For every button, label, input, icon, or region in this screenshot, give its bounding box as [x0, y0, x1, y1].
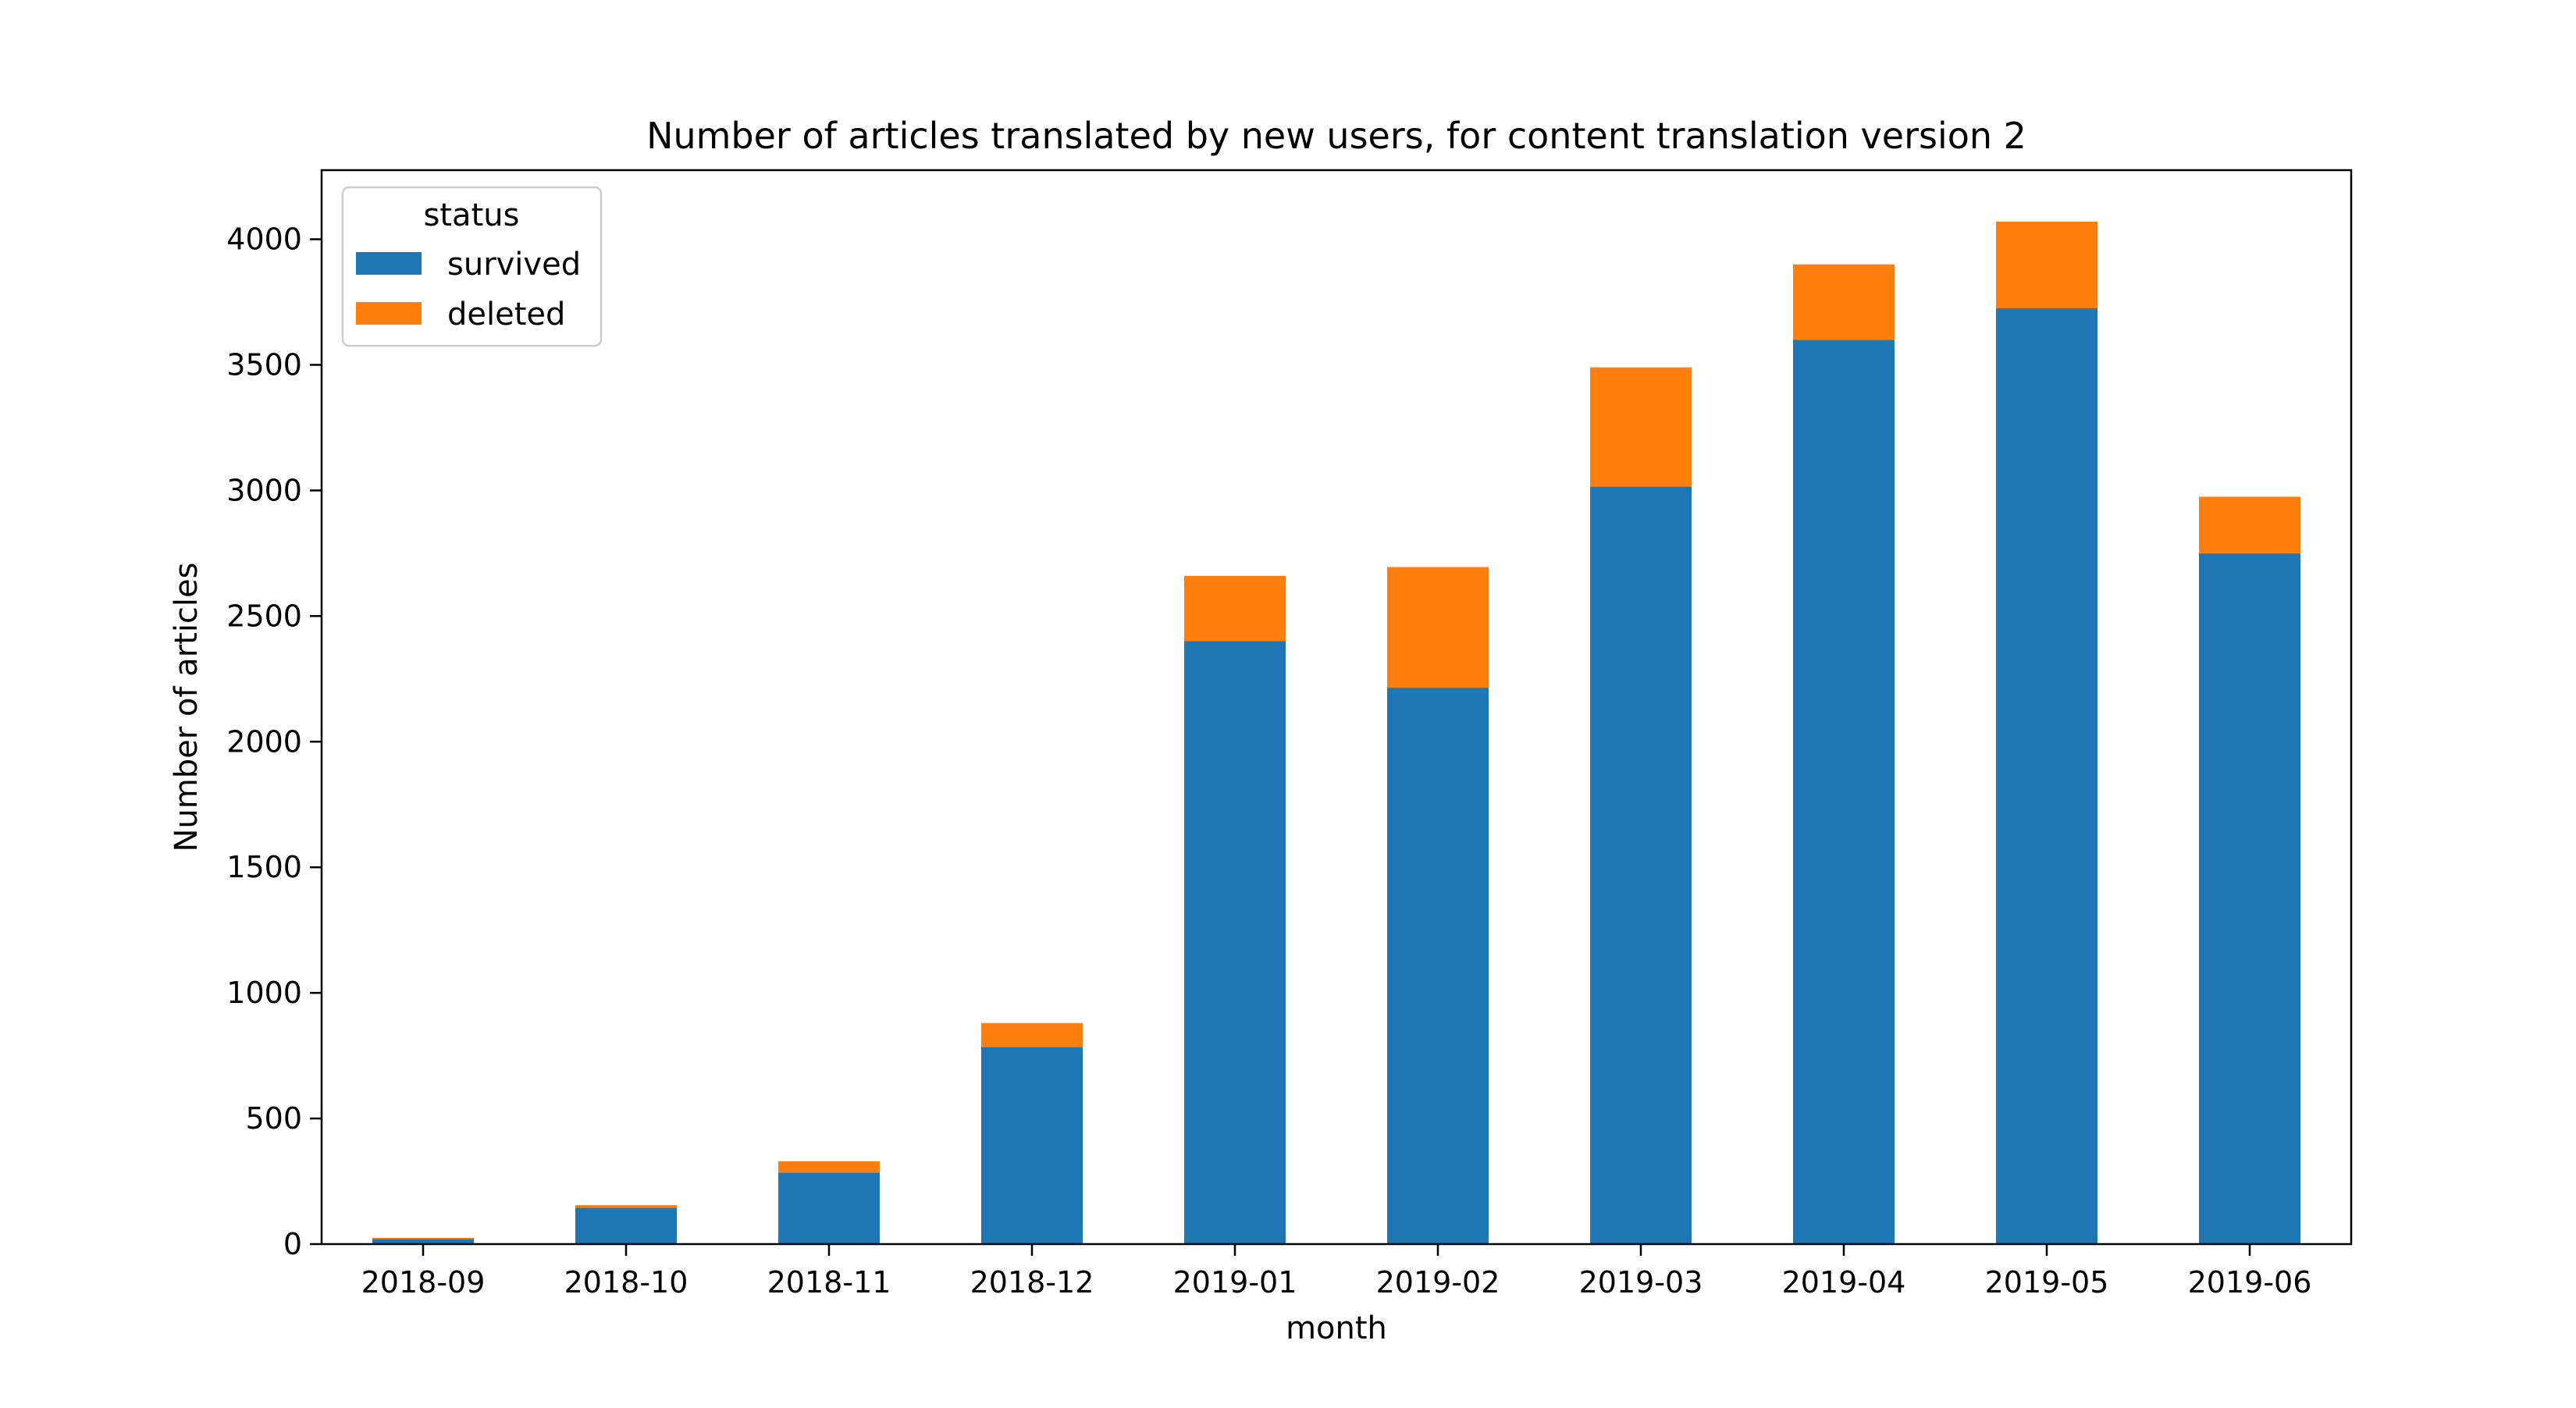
bar-survived-2018-09 [372, 1239, 474, 1244]
x-axis-label: month [1286, 1310, 1387, 1346]
y-tick-label: 2500 [226, 599, 302, 633]
x-tick-label: 2018-09 [361, 1265, 486, 1300]
bar-survived-2019-01 [1184, 641, 1286, 1244]
bar-survived-2019-06 [2199, 553, 2300, 1244]
x-axis: 2018-09 2018-10 2018-11 2018-12 2019-01 2019-… [361, 1244, 2312, 1300]
y-axis: 0 500 1000 1500 2000 2500 3000 3500 4000 [226, 222, 322, 1261]
bar-survived-2019-03 [1590, 486, 1692, 1244]
y-tick-label: 0 [283, 1227, 302, 1261]
x-tick-label: 2019-04 [1782, 1265, 1906, 1300]
bar-survived-2018-10 [575, 1207, 677, 1244]
bars-layer [372, 221, 2300, 1244]
x-tick-label: 2018-11 [767, 1265, 891, 1300]
y-tick-label: 1000 [226, 976, 302, 1010]
y-tick-label: 4000 [226, 222, 302, 257]
bar-deleted-2018-09 [372, 1237, 474, 1239]
legend: status survived deleted [341, 186, 603, 347]
bar-survived-2019-02 [1387, 688, 1489, 1244]
x-tick-label: 2019-02 [1376, 1265, 1500, 1300]
bar-deleted-2019-02 [1387, 567, 1489, 688]
y-tick-label: 3500 [226, 347, 302, 382]
x-tick-label: 2019-05 [1985, 1265, 2109, 1300]
x-tick-label: 2019-03 [1579, 1265, 1703, 1300]
x-tick-label: 2018-10 [564, 1265, 688, 1300]
bar-deleted-2018-12 [981, 1022, 1083, 1047]
y-tick-label: 1500 [226, 850, 302, 884]
legend-label-deleted: deleted [447, 297, 565, 332]
y-tick-label: 3000 [226, 473, 302, 507]
legend-label-survived: survived [447, 247, 581, 283]
legend-title: status [424, 197, 520, 233]
bar-survived-2018-11 [778, 1172, 880, 1244]
bar-survived-2019-04 [1793, 340, 1895, 1244]
bar-deleted-2019-01 [1184, 575, 1286, 642]
y-tick-label: 500 [245, 1101, 302, 1136]
legend-swatch-deleted [356, 302, 422, 325]
bar-survived-2018-12 [981, 1047, 1083, 1244]
bar-deleted-2018-10 [575, 1205, 677, 1208]
bar-deleted-2019-03 [1590, 367, 1692, 487]
x-tick-label: 2019-01 [1173, 1265, 1297, 1300]
legend-swatch-survived [356, 252, 422, 275]
bar-survived-2019-05 [1996, 308, 2097, 1244]
x-tick-label: 2018-12 [970, 1265, 1094, 1300]
bar-deleted-2019-04 [1793, 264, 1895, 340]
y-tick-label: 2000 [226, 724, 302, 759]
plot-frame [320, 169, 2353, 1246]
y-axis-label: Number of articles [169, 563, 205, 852]
x-tick-label: 2019-06 [2188, 1265, 2312, 1300]
bar-deleted-2018-11 [778, 1161, 880, 1173]
chart-title: Number of articles translated by new use… [646, 115, 2026, 157]
bar-deleted-2019-05 [1996, 221, 2097, 309]
bar-deleted-2019-06 [2199, 496, 2300, 553]
